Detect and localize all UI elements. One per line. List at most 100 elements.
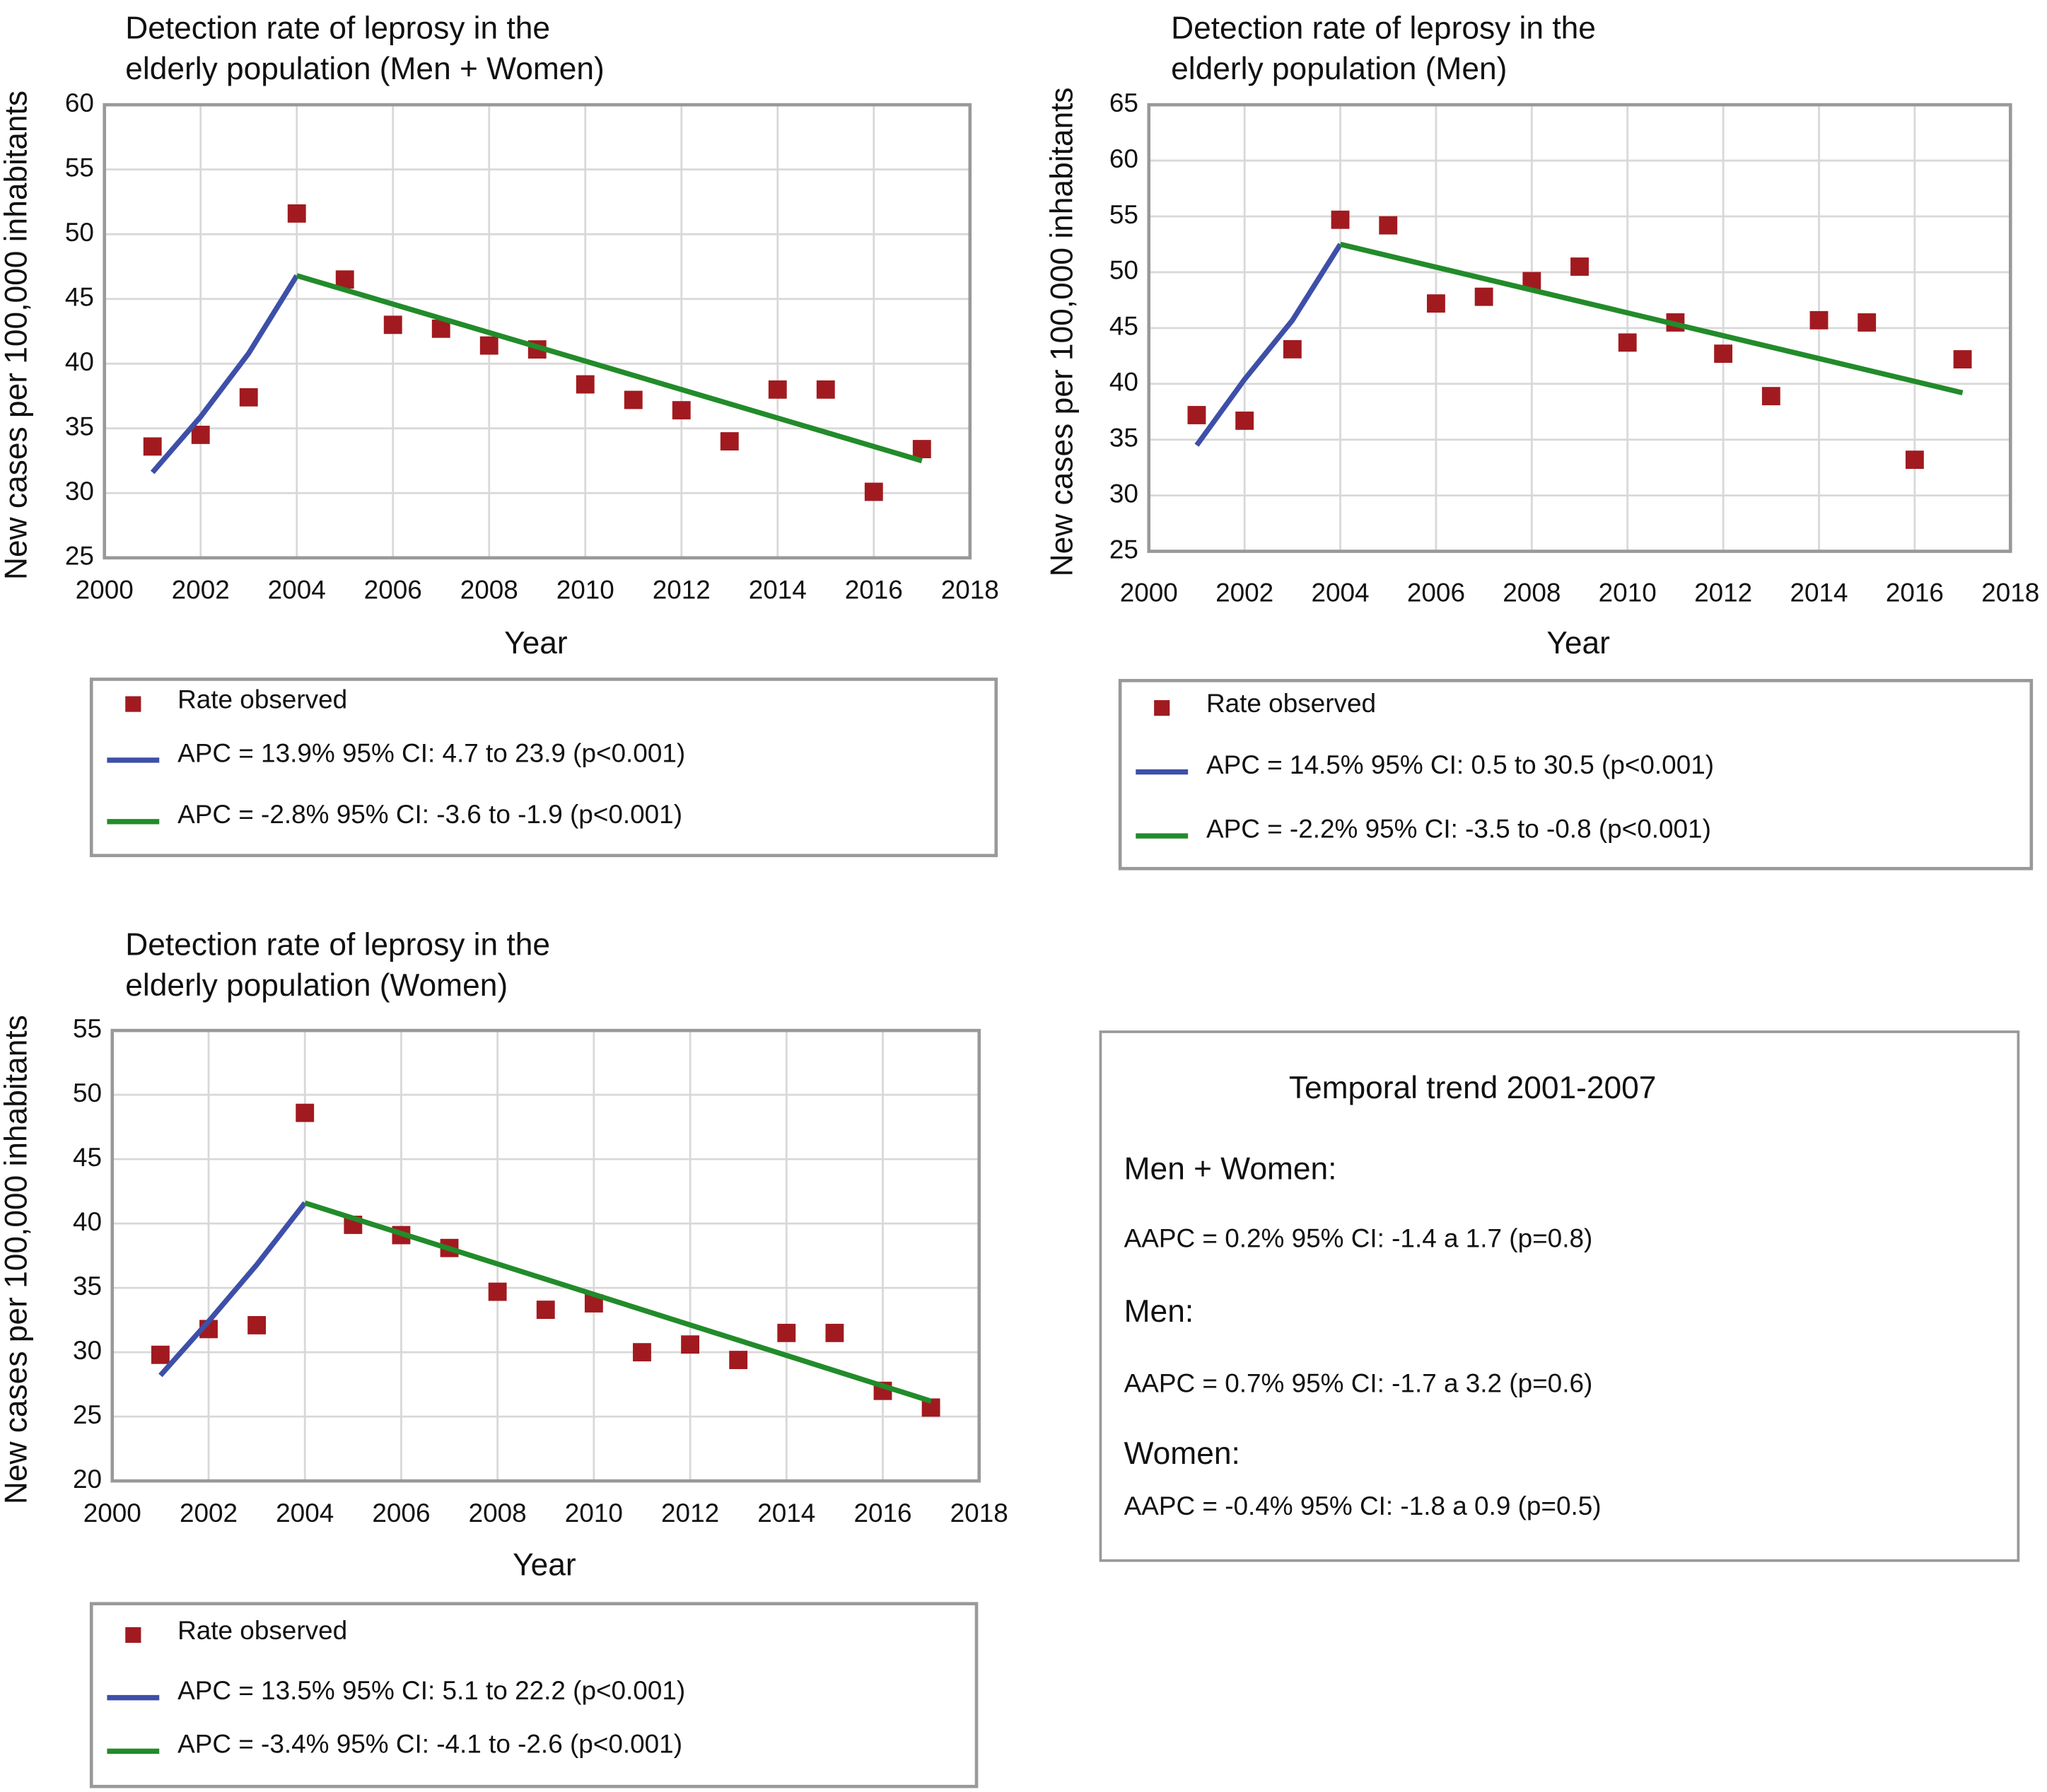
- data-point: [1427, 294, 1445, 313]
- x-tick-label: 2018: [1981, 578, 2039, 607]
- data-point: [1858, 313, 1877, 332]
- data-point: [576, 375, 595, 394]
- y-tick-label: 45: [65, 282, 94, 311]
- x-tick-label: 2006: [1407, 578, 1465, 607]
- x-tick-label: 2016: [845, 576, 903, 605]
- legend-label: APC = 14.5% 95% CI: 0.5 to 30.5 (p<0.001…: [1206, 750, 1714, 779]
- x-axis-label: Year: [504, 626, 568, 661]
- x-tick-label: 2010: [1599, 578, 1657, 607]
- summary-label: Women:: [1124, 1436, 1240, 1471]
- x-tick-label: 2000: [76, 576, 134, 605]
- legend-swatch: [125, 696, 141, 712]
- x-tick-label: 2004: [268, 576, 326, 605]
- legend-label: APC = 13.5% 95% CI: 5.1 to 22.2 (p<0.001…: [177, 1676, 685, 1705]
- x-tick-label: 2000: [1120, 578, 1178, 607]
- y-tick-label: 25: [65, 542, 94, 571]
- fit-line: [1339, 241, 1964, 396]
- y-axis-label: New cases per 100,000 inhabitants: [1044, 87, 1079, 576]
- x-tick-label: 2008: [1503, 578, 1561, 607]
- x-tick-label: 2008: [460, 576, 518, 605]
- data-point: [816, 380, 835, 399]
- x-tick-label: 2008: [469, 1499, 527, 1528]
- fit-line: [304, 1200, 932, 1404]
- data-point: [1331, 210, 1350, 229]
- summary-text: AAPC = 0.2% 95% CI: -1.4 a 1.7 (p=0.8): [1124, 1224, 1593, 1253]
- data-point: [1379, 216, 1398, 235]
- data-point: [1187, 406, 1206, 424]
- data-point: [151, 1345, 170, 1364]
- y-tick-label: 65: [1109, 88, 1138, 117]
- summary-label: Men + Women:: [1124, 1152, 1337, 1187]
- data-point: [729, 1351, 748, 1369]
- x-tick-label: 2016: [1886, 578, 1944, 607]
- data-point: [672, 401, 691, 420]
- data-point: [1570, 257, 1589, 276]
- plot-frame: [110, 1028, 981, 1483]
- data-point: [479, 336, 498, 355]
- y-tick-label: 55: [65, 153, 94, 182]
- x-tick-label: 2004: [1311, 578, 1369, 607]
- chart-title: Detection rate of leprosy in the: [1171, 11, 1596, 46]
- fit-line: [1194, 243, 1343, 447]
- x-tick-label: 2006: [364, 576, 422, 605]
- legend-swatch: [1154, 700, 1170, 716]
- x-tick-label: 2010: [565, 1499, 623, 1528]
- legend-label: APC = -2.2% 95% CI: -3.5 to -0.8 (p<0.00…: [1206, 814, 1711, 843]
- data-point: [633, 1343, 651, 1362]
- plot-area: [104, 105, 970, 558]
- summary-text: AAPC = 0.7% 95% CI: -1.7 a 3.2 (p=0.6): [1124, 1369, 1593, 1398]
- legend-label: APC = -3.4% 95% CI: -4.1 to -2.6 (p<0.00…: [177, 1730, 682, 1759]
- data-point: [191, 425, 210, 444]
- legend-label: Rate observed: [177, 1616, 347, 1645]
- y-tick-label: 30: [73, 1336, 102, 1365]
- x-tick-label: 2002: [172, 576, 230, 605]
- y-tick-label: 40: [65, 347, 94, 376]
- y-tick-label: 45: [73, 1143, 102, 1172]
- x-tick-label: 2010: [556, 576, 614, 605]
- x-tick-label: 2018: [950, 1499, 1008, 1528]
- data-point: [681, 1335, 700, 1354]
- data-point: [825, 1323, 844, 1342]
- legend-label: Rate observed: [177, 685, 347, 714]
- data-point: [1905, 450, 1924, 470]
- data-point: [1618, 333, 1637, 352]
- data-point: [247, 1316, 267, 1334]
- data-point: [624, 390, 643, 409]
- x-tick-label: 2014: [757, 1499, 815, 1528]
- data-point: [1714, 344, 1733, 363]
- legend-label: APC = 13.9% 95% CI: 4.7 to 23.9 (p<0.001…: [177, 738, 685, 767]
- legend-label: APC = -2.8% 95% CI: -3.6 to -1.9 (p<0.00…: [177, 800, 682, 829]
- fit-line: [296, 273, 923, 464]
- chart-title: elderly population (Men): [1171, 52, 1507, 86]
- data-point: [1235, 411, 1254, 430]
- y-tick-label: 50: [65, 218, 94, 247]
- plot-frame: [1147, 103, 2012, 553]
- x-tick-label: 2014: [749, 576, 807, 605]
- x-tick-label: 2006: [372, 1499, 430, 1528]
- fit-line: [158, 1201, 308, 1378]
- plot-area: [112, 1030, 979, 1482]
- summary-text: AAPC = -0.4% 95% CI: -1.8 a 0.9 (p=0.5): [1124, 1491, 1602, 1520]
- x-tick-label: 2018: [941, 576, 999, 605]
- plot-frame: [103, 103, 972, 560]
- y-tick-label: 50: [1109, 256, 1138, 285]
- x-tick-label: 2014: [1790, 578, 1848, 607]
- chart-title: elderly population (Men + Women): [125, 52, 605, 86]
- data-point: [287, 204, 306, 223]
- chart-title: Detection rate of leprosy in the: [125, 928, 550, 962]
- legend-swatch: [125, 1627, 141, 1643]
- data-point: [720, 432, 739, 450]
- data-point: [1953, 350, 1972, 368]
- x-axis-label: Year: [513, 1548, 576, 1583]
- x-tick-label: 2012: [1694, 578, 1752, 607]
- data-point: [777, 1323, 796, 1342]
- y-tick-label: 25: [1109, 535, 1138, 564]
- y-tick-label: 30: [65, 477, 94, 506]
- data-point: [768, 380, 787, 399]
- y-tick-label: 25: [73, 1400, 102, 1429]
- data-point: [296, 1103, 315, 1122]
- data-point: [1474, 287, 1493, 306]
- data-point: [1761, 387, 1780, 406]
- y-tick-label: 55: [73, 1014, 102, 1043]
